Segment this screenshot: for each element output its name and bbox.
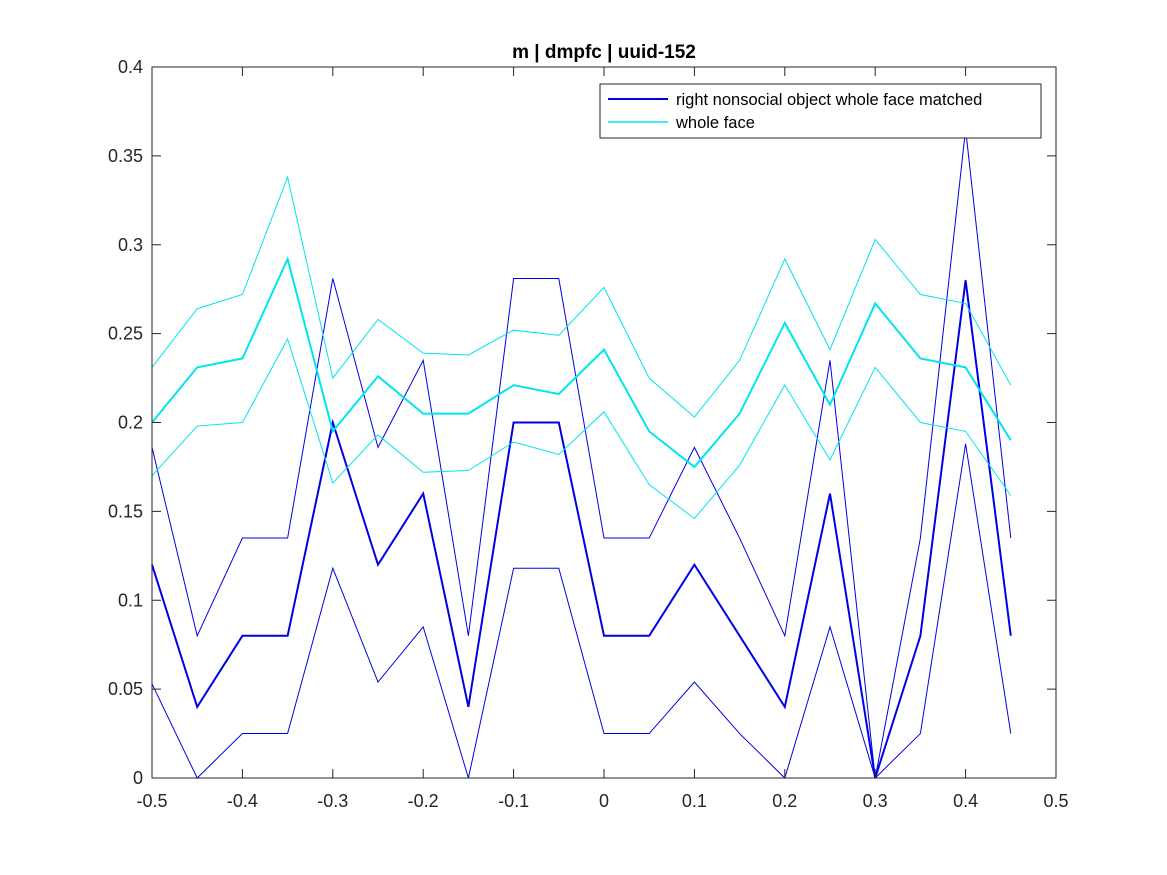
x-tick-label: 0.3 bbox=[863, 791, 888, 811]
x-tick-label: 0.4 bbox=[953, 791, 978, 811]
y-tick-label: 0.05 bbox=[108, 679, 143, 699]
series-0-upper-bound-line bbox=[151, 129, 1012, 779]
x-tick-label: -0.5 bbox=[136, 791, 167, 811]
x-tick-label: 0.5 bbox=[1043, 791, 1068, 811]
ticks-layer: -0.5 -0.4 -0.3 -0.2 -0.1 0 0.1 0.2 0.3 0.4 0.5 0 0.0… bbox=[108, 57, 1069, 811]
series-1 bbox=[151, 175, 1012, 520]
legend-label-0: right nonsocial object whole face matche… bbox=[676, 91, 982, 109]
legend-box bbox=[599, 83, 1042, 139]
y-tick-label: 0.4 bbox=[118, 57, 143, 77]
series-0-lower-bound-line bbox=[151, 443, 1012, 779]
y-tick-label: 0.15 bbox=[108, 501, 143, 521]
y-tick-label: 0.25 bbox=[108, 324, 143, 344]
x-tick-label: -0.2 bbox=[408, 791, 439, 811]
x-tick-label: -0.1 bbox=[498, 791, 529, 811]
x-tick-label: 0 bbox=[599, 791, 609, 811]
x-tick-label: 0.2 bbox=[772, 791, 797, 811]
legend-label-1: whole face bbox=[675, 114, 755, 132]
axes-background bbox=[152, 67, 1056, 778]
series-1-upper-bound-line bbox=[151, 175, 1012, 418]
chart-title: m | dmpfc | uuid-152 bbox=[512, 42, 696, 63]
y-tick-label: 0 bbox=[133, 768, 143, 788]
series-layer bbox=[151, 129, 1012, 779]
x-tick-label: -0.3 bbox=[317, 791, 348, 811]
y-tick-label: 0.2 bbox=[118, 413, 143, 433]
y-tick-label: 0.3 bbox=[118, 235, 143, 255]
series-1-lower-bound-line bbox=[151, 337, 1012, 520]
series-0-mean-line bbox=[151, 280, 1012, 779]
series-1-mean-line bbox=[151, 255, 1012, 469]
x-tick-label: -0.4 bbox=[227, 791, 258, 811]
x-tick-label: 0.1 bbox=[682, 791, 707, 811]
y-tick-label: 0.1 bbox=[118, 590, 143, 610]
y-tick-label: 0.35 bbox=[108, 146, 143, 166]
legend: right nonsocial object whole face matche… bbox=[599, 83, 1042, 139]
series-0 bbox=[151, 129, 1012, 779]
